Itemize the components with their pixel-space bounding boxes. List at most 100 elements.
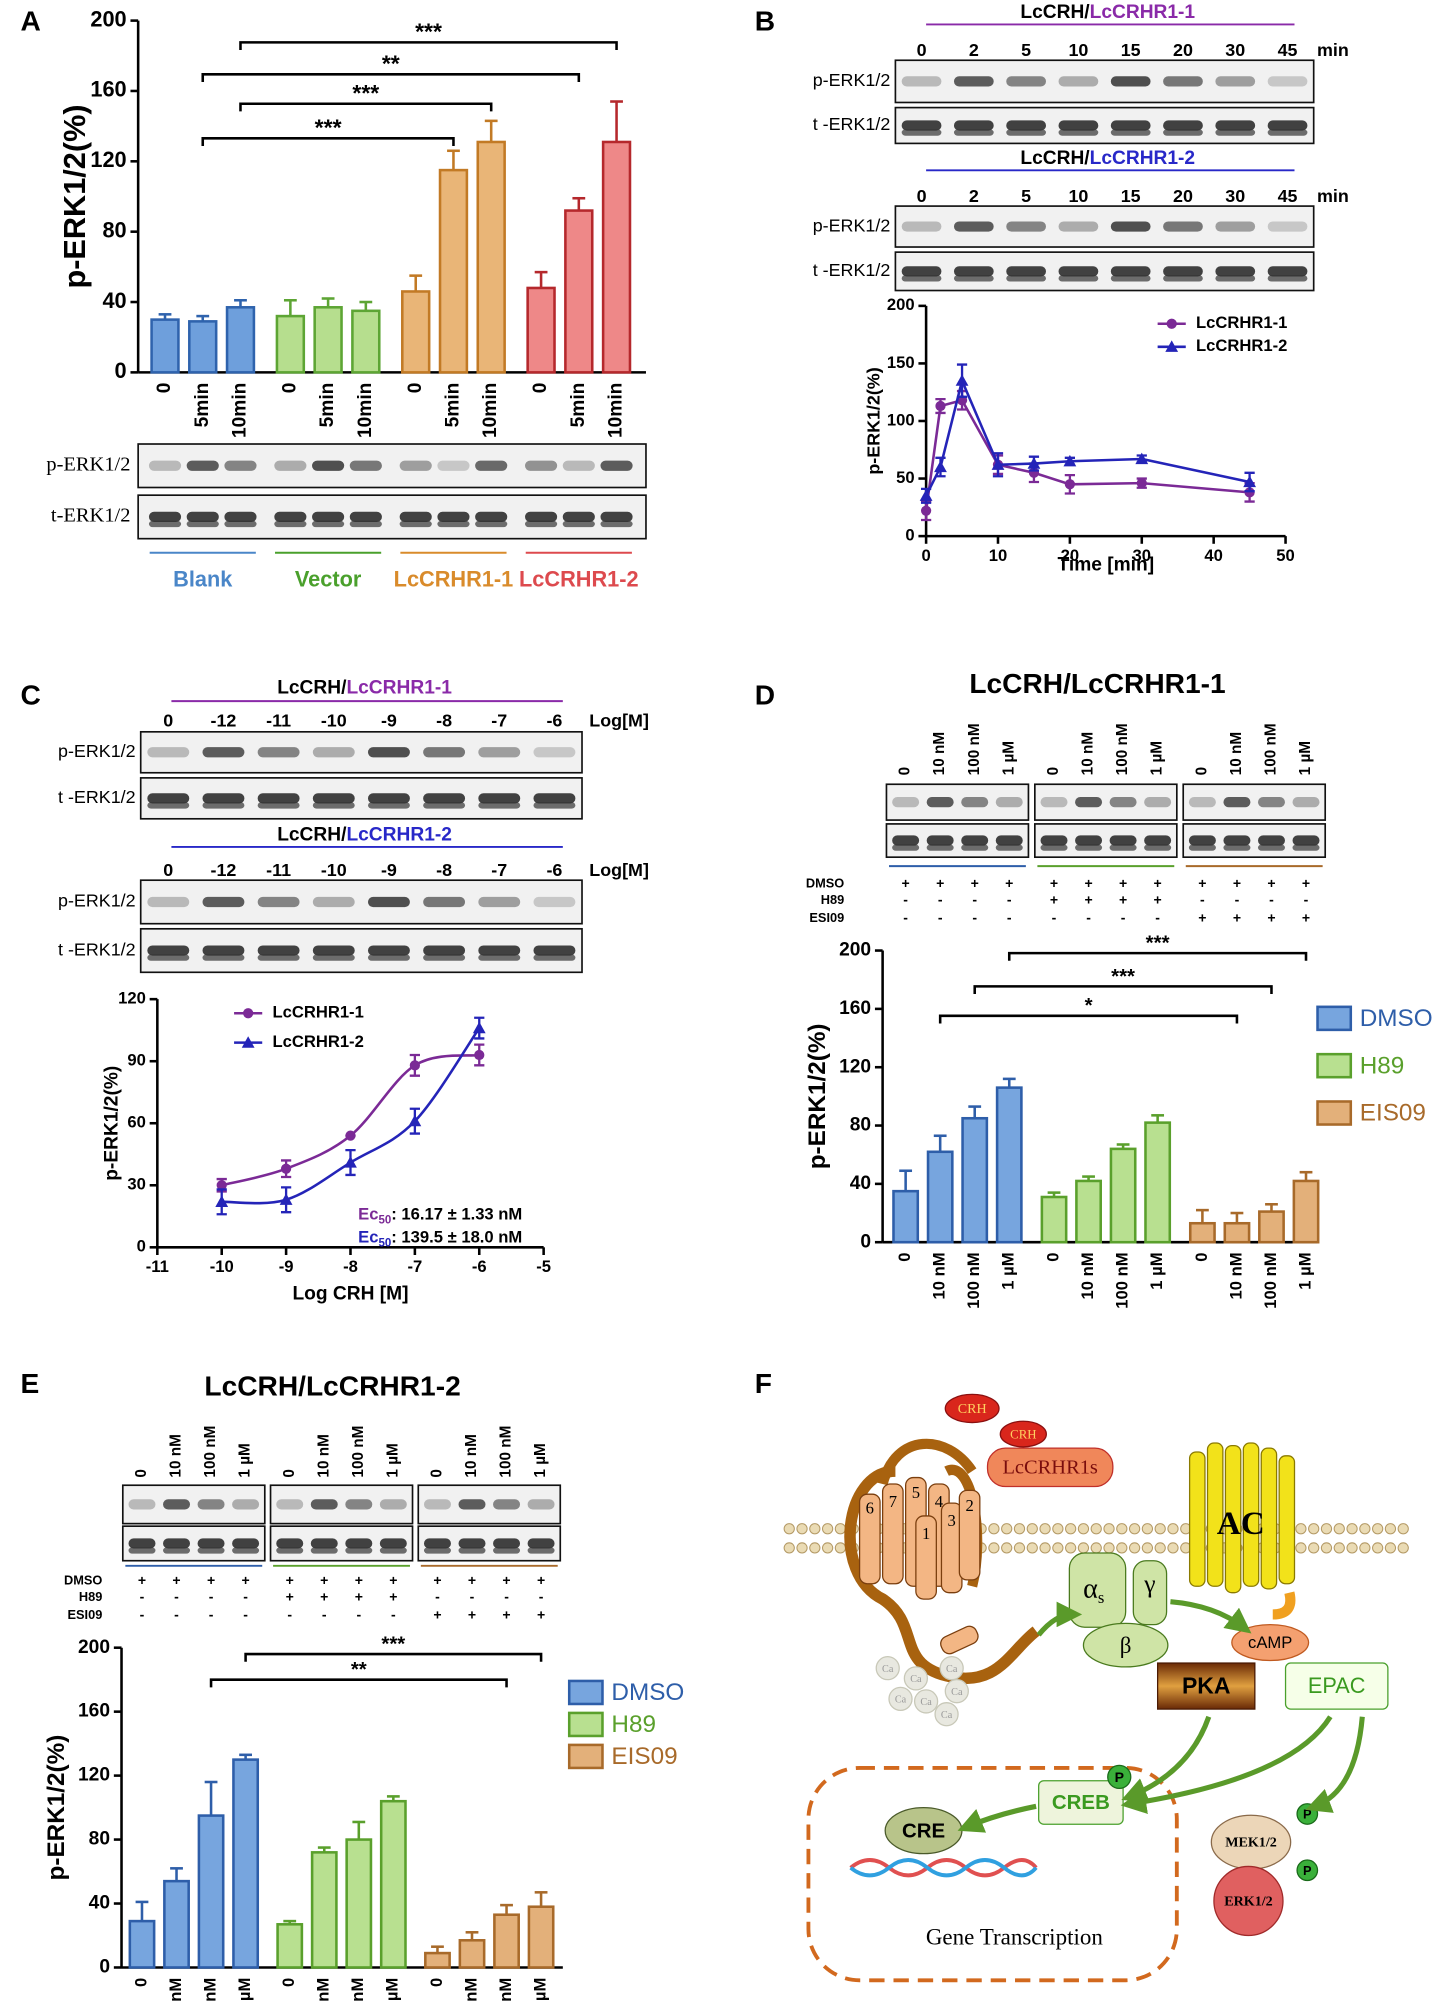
lane-label: 0 [429, 1469, 446, 1478]
lane-label: 100 nM [966, 723, 983, 775]
bar [527, 1905, 555, 1969]
blot-band [493, 1499, 521, 1510]
blot-band [379, 1499, 407, 1510]
blot-band [527, 1547, 555, 1554]
blot-band [1075, 835, 1103, 846]
blot-band [926, 835, 954, 846]
x-tick-label: 10min [230, 383, 251, 438]
g-alpha-label: αs [1083, 1574, 1104, 1607]
pka-label: PKA [1182, 1672, 1231, 1698]
blot-band [274, 511, 307, 523]
marker [345, 1130, 356, 1141]
lipid [1154, 1523, 1166, 1535]
blot-band [379, 1547, 407, 1554]
blot-band [1058, 76, 1099, 87]
y-axis-label: p-ERK1/2(%) [864, 367, 884, 474]
blot-band [148, 520, 182, 528]
x-tick-label: -5 [536, 1257, 551, 1276]
blot-title: LcCRH/LcCRHR1-2 [1020, 148, 1195, 169]
blot-band [276, 1538, 304, 1549]
blot-band [345, 1538, 373, 1549]
y-tick-label: 80 [102, 217, 126, 242]
x-tick-label: 1 µM [530, 1978, 549, 2006]
blot-band [202, 954, 245, 961]
treatment-sign: - [174, 1589, 179, 1605]
blot-band [274, 460, 307, 471]
lane-label: 100 nM [350, 1426, 367, 1478]
blot-band [1267, 76, 1308, 87]
blot-band [367, 802, 410, 809]
blot-band [458, 1538, 486, 1549]
lane-label: 20 [1173, 186, 1193, 206]
treatment-sign: + [355, 1572, 363, 1588]
lane-label: 30 [1225, 186, 1245, 206]
marker [935, 400, 946, 412]
blot-band [525, 520, 558, 528]
blot-band [224, 460, 257, 471]
lane-label: 1 µM [1297, 741, 1314, 775]
dna [849, 1858, 1038, 1878]
bar [163, 1879, 190, 1969]
treatment-sign: + [537, 1606, 545, 1622]
ec50-sub: 50 [378, 1238, 391, 1250]
legend-swatch [1316, 1052, 1353, 1079]
bar [128, 1919, 156, 1969]
treatment-sign: - [1155, 909, 1160, 925]
blot-box [137, 443, 647, 489]
bar [232, 1758, 260, 1969]
lipid [988, 1523, 1000, 1535]
legend-label: LcCRHR1-1 [272, 1003, 363, 1022]
y-axis-label: p-ERK1/2(%) [57, 104, 92, 288]
blot-band [202, 802, 245, 809]
lipid [809, 1542, 821, 1554]
blot-band [1163, 275, 1203, 282]
blot-band [224, 511, 257, 523]
treatment-name: DMSO [806, 875, 844, 890]
lipid [1359, 1542, 1371, 1554]
x-tick-label: 0 [895, 1252, 914, 1261]
significance-label: *** [315, 114, 342, 140]
lipid [1397, 1523, 1409, 1535]
bar [1258, 1210, 1285, 1244]
treatment-sign: + [1084, 891, 1092, 907]
blot-band [345, 1547, 373, 1554]
legend-marker [243, 1008, 254, 1019]
blot-band [961, 797, 989, 808]
camp-label: cAMP [1248, 1633, 1292, 1652]
marker [1063, 454, 1077, 467]
calcium [944, 1679, 969, 1704]
blot-band [493, 1547, 521, 1554]
lane-label: 0 [897, 767, 914, 776]
x-tick-label: 5min [192, 383, 213, 428]
calcium-label: Ca [941, 1710, 953, 1721]
x-tick-label: 0 [279, 1978, 298, 1987]
marker [1135, 452, 1149, 465]
blot-band [1058, 120, 1099, 131]
legend-label: H89 [611, 1711, 656, 1738]
chart-title: LcCRH/LcCRHR1-2 [204, 1370, 460, 1401]
blot-band [1040, 844, 1068, 851]
x-tick-label: 0 [279, 383, 300, 394]
blot-band [367, 747, 410, 758]
blot-band [1223, 797, 1251, 808]
blot-band [423, 747, 466, 758]
treatment-name: DMSO [64, 1573, 102, 1588]
g-alpha-sub: s [1098, 1588, 1104, 1607]
blot-band [1040, 797, 1068, 808]
blot-band [1267, 129, 1308, 136]
lane-label: 100 nM [202, 1426, 219, 1478]
panel-label: B [755, 6, 775, 37]
blot-row-label: p-ERK1/2 [813, 215, 891, 235]
helix-number: 4 [935, 1492, 944, 1511]
blot-band [478, 896, 521, 908]
calcium [888, 1686, 913, 1712]
blot-band [224, 520, 257, 528]
blot-band [901, 76, 942, 87]
treatment-sign: - [938, 891, 943, 907]
marker [344, 1156, 357, 1168]
helix [940, 1625, 979, 1655]
phospho-label: P [1303, 1807, 1312, 1822]
lane-label: 20 [1173, 40, 1193, 60]
y-tick-label: 50 [896, 468, 914, 487]
